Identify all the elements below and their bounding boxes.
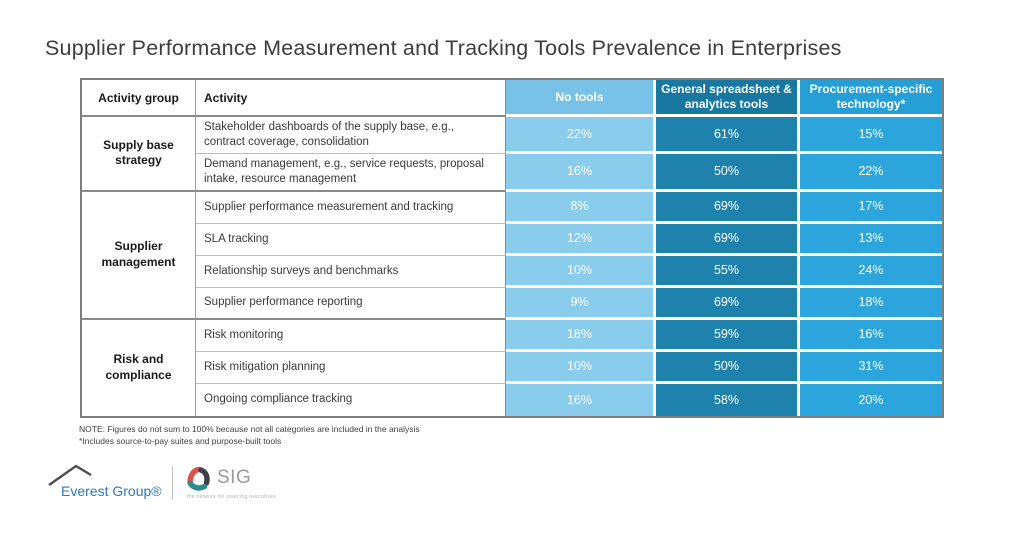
spreadsheet-tools-cell: 61% <box>653 117 797 154</box>
activity-group-cell: Supply base strategy <box>82 117 196 192</box>
table-row: Relationship surveys and benchmarks 10% 55… <box>82 255 942 288</box>
procurement-tech-cell: 13% <box>797 223 942 256</box>
spreadsheet-tools-cell: 50% <box>653 153 797 192</box>
procurement-tech-cell: 20% <box>797 383 942 416</box>
spreadsheet-tools-cell: 69% <box>653 287 797 320</box>
procurement-tech-cell: 31% <box>797 351 942 384</box>
activity-cell: Ongoing compliance tracking <box>196 383 506 416</box>
activity-cell: Demand management, e.g., service request… <box>196 153 506 192</box>
no-tools-cell: 8% <box>506 191 653 224</box>
note-line-2: *Includes source-to-pay suites and purpo… <box>79 435 282 446</box>
no-tools-cell: 10% <box>506 351 653 384</box>
activity-cell: Risk monitoring <box>196 319 506 352</box>
no-tools-cell: 22% <box>506 117 653 154</box>
activity-group-cell: Supplier management <box>82 191 196 320</box>
activity-cell: Supplier performance reporting <box>196 287 506 320</box>
table-row: Ongoing compliance tracking 16% 58% 20% <box>82 383 942 416</box>
spreadsheet-tools-cell: 69% <box>653 191 797 224</box>
sig-tagline: the network for sourcing executives <box>187 494 276 500</box>
activity-cell: Supplier performance measurement and tra… <box>196 191 506 224</box>
activity-cell: Risk mitigation planning <box>196 351 506 384</box>
no-tools-cell: 18% <box>506 319 653 352</box>
table-row: Risk mitigation planning 10% 50% 31% <box>82 351 942 384</box>
header-spreadsheet-tools: General spreadsheet & analytics tools <box>653 80 797 117</box>
header-activity: Activity <box>196 80 506 117</box>
mountain-peak-icon <box>48 464 92 486</box>
note-line-1: NOTE: Figures do not sum to 100% because… <box>79 424 420 434</box>
activity-group-cell: Risk and compliance <box>82 319 196 416</box>
table-row: Demand management, e.g., service request… <box>82 153 942 192</box>
no-tools-cell: 9% <box>506 287 653 320</box>
procurement-tech-cell: 24% <box>797 255 942 288</box>
header-no-tools: No tools <box>506 80 653 117</box>
no-tools-cell: 16% <box>506 383 653 416</box>
activity-cell: SLA tracking <box>196 223 506 256</box>
sig-knot-icon <box>186 466 212 497</box>
prevalence-table-wrap: Activity group Activity No tools General… <box>80 78 944 418</box>
spreadsheet-tools-cell: 50% <box>653 351 797 384</box>
procurement-tech-cell: 18% <box>797 287 942 320</box>
sig-label: SIG <box>217 467 252 488</box>
page-title: Supplier Performance Measurement and Tra… <box>45 36 842 60</box>
no-tools-cell: 16% <box>506 153 653 192</box>
spreadsheet-tools-cell: 55% <box>653 255 797 288</box>
table-body: Supply base strategy Stakeholder dashboar… <box>82 117 942 416</box>
procurement-tech-cell: 17% <box>797 191 942 224</box>
activity-cell: Relationship surveys and benchmarks <box>196 255 506 288</box>
table-row: Supply base strategy Stakeholder dashboar… <box>82 117 942 192</box>
footnotes: NOTE: Figures do not sum to 100% because… <box>79 424 420 447</box>
table-row: Supplier performance reporting 9% 69% 18% <box>82 287 942 320</box>
sig-logo: SIG the network for sourcing executives <box>186 463 276 503</box>
everest-group-logo: Everest Group® <box>48 462 166 504</box>
everest-group-label: Everest Group® <box>61 483 162 499</box>
no-tools-cell: 12% <box>506 223 653 256</box>
header-procurement-tech: Procurement-specific technology* <box>797 80 942 117</box>
activity-cell: Stakeholder dashboards of the supply bas… <box>196 117 506 154</box>
procurement-tech-cell: 22% <box>797 153 942 192</box>
header-row: Activity group Activity No tools General… <box>82 80 942 117</box>
spreadsheet-tools-cell: 59% <box>653 319 797 352</box>
spreadsheet-tools-cell: 58% <box>653 383 797 416</box>
table-row: Risk and compliance Risk monitoring 18% 59%… <box>82 319 942 416</box>
no-tools-cell: 10% <box>506 255 653 288</box>
prevalence-table: Activity group Activity No tools General… <box>80 78 944 418</box>
spreadsheet-tools-cell: 69% <box>653 223 797 256</box>
logo-divider <box>172 466 173 500</box>
procurement-tech-cell: 16% <box>797 319 942 352</box>
procurement-tech-cell: 15% <box>797 117 942 154</box>
header-activity-group: Activity group <box>82 80 196 117</box>
table-row: Supplier management Supplier performance … <box>82 191 942 320</box>
footer-logos: Everest Group® SIG the network for sourc… <box>48 461 276 505</box>
table-row: SLA tracking 12% 69% 13% <box>82 223 942 256</box>
